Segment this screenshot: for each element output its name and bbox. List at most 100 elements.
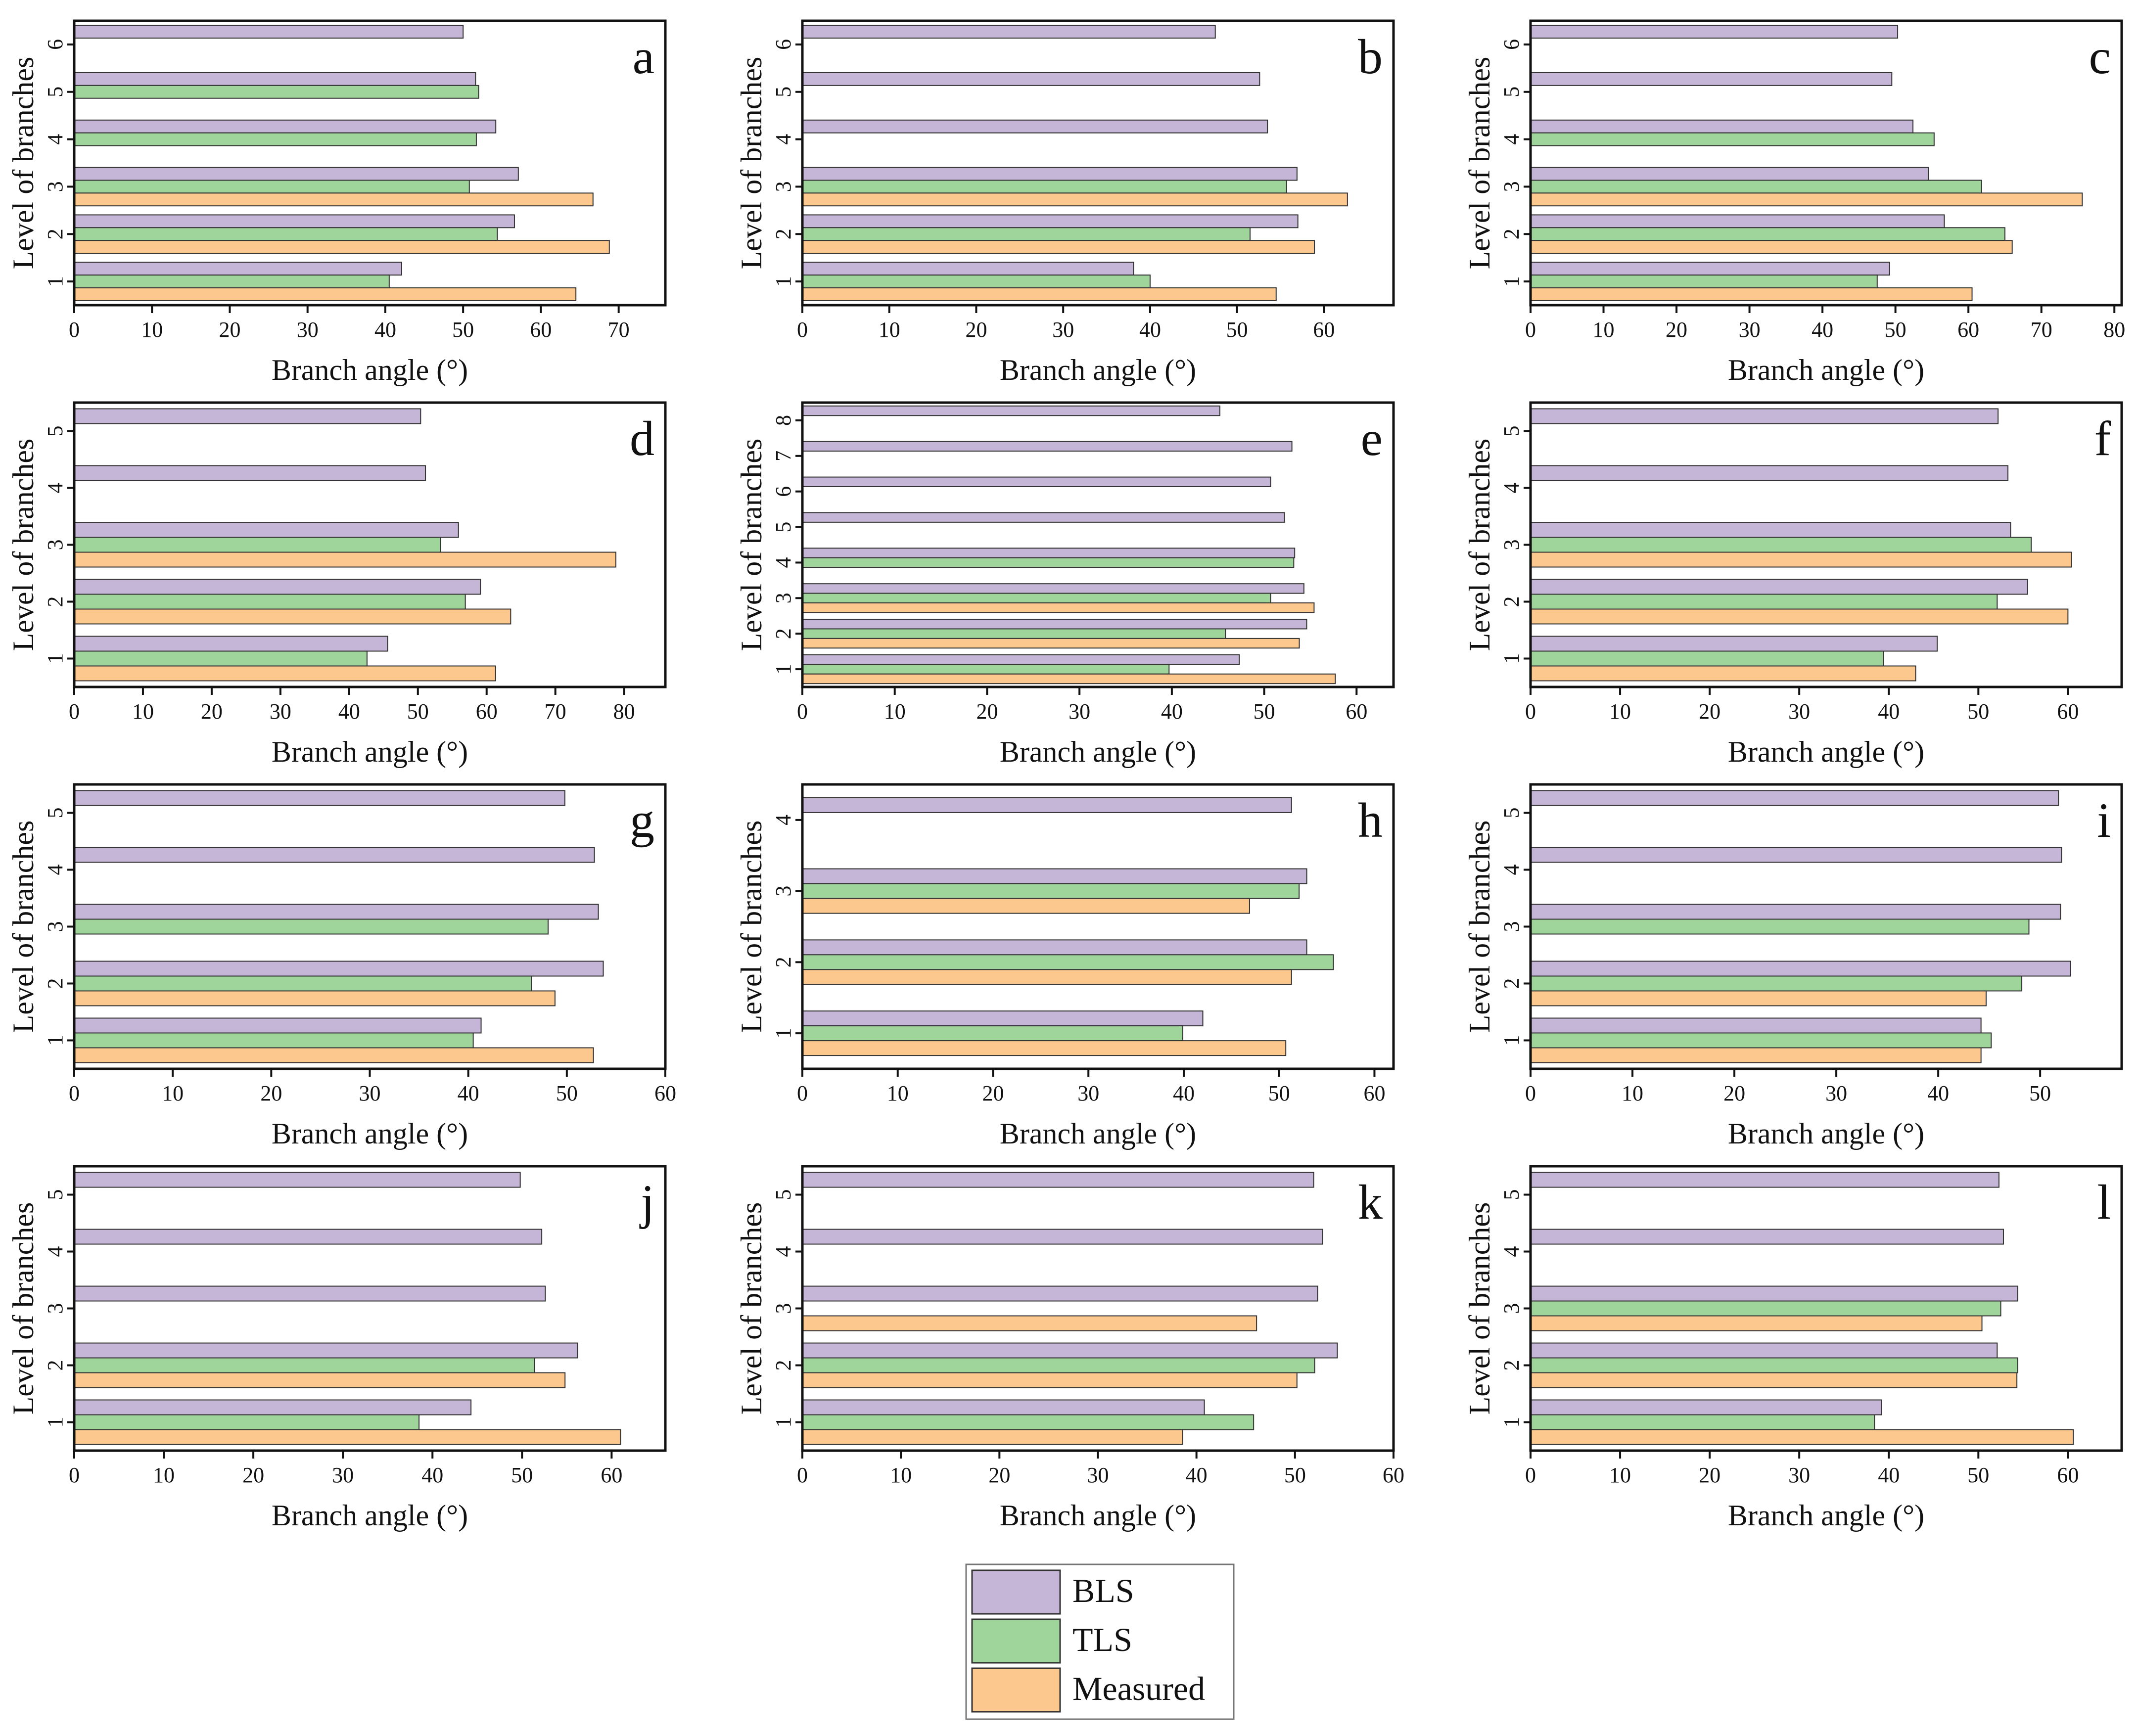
bar-e-measured-level-2 [802,638,1300,649]
y-tick-label: 2 [1499,1360,1524,1371]
bar-b-bls-level-2 [802,214,1299,228]
bar-j-bls-level-2 [74,1342,578,1359]
chart-panel-h: 0 10 20 30 40 50 60 1 2 3 4 Branch angle (°) Level o… [735,783,1395,1150]
x-tick-label: 10 [884,699,906,724]
x-tick-label: 30 [1825,1081,1847,1105]
x-tick-label: 20 [988,1463,1010,1487]
x-tick-label: 50 [1226,318,1248,342]
x-axis-title: Branch angle (°) [1000,1499,1196,1532]
bar-f-bls-level-2 [1530,579,2028,595]
bar-g-bls-level-3 [74,904,599,920]
bar-e-bls-level-4 [802,548,1296,558]
x-tick-label: 30 [1069,699,1090,724]
y-tick-label: 3 [1499,540,1524,550]
legend-label-bls: BLS [1072,1572,1134,1609]
bar-a-bls-level-6 [74,25,464,39]
x-axis-title: Branch angle (°) [1000,1117,1196,1150]
y-tick-label: 2 [1499,978,1524,989]
bar-l-bls-level-4 [1530,1229,2004,1245]
bar-e-bls-level-6 [802,476,1271,487]
bar-d-bls-level-1 [74,636,388,652]
bar-f-measured-level-2 [1530,608,2069,625]
bar-a-measured-level-2 [74,240,610,254]
bar-b-bls-level-3 [802,167,1298,181]
y-tick-label: 5 [771,1189,795,1200]
x-tick-label: 40 [1927,1081,1949,1105]
bar-e-tls-level-4 [802,557,1295,568]
y-tick-label: 1 [43,653,67,664]
x-tick-label: 30 [1788,1463,1810,1487]
x-axis-title: Branch angle (°) [1000,735,1196,768]
chart-panel-l: 0 10 20 30 40 50 60 1 2 3 4 5 Branch angle (°) Level … [1463,1165,2123,1532]
bar-k-measured-level-2 [802,1372,1298,1388]
bar-g-tls-level-3 [74,918,549,935]
bar-j-bls-level-3 [74,1285,546,1302]
plot-frame [1529,19,2123,307]
y-tick-label: 3 [771,593,795,603]
y-axis-title: Level of branches [1463,821,1496,1033]
bar-f-tls-level-3 [1530,537,2032,553]
x-tick-label: 30 [1788,699,1810,724]
bar-c-bls-level-4 [1530,119,1914,134]
bar-k-bls-level-1 [802,1399,1205,1416]
bar-f-bls-level-4 [1530,465,2009,481]
chart-panel-g: 0 10 20 30 40 50 60 1 2 3 4 5 Branch angle (°) Level … [7,783,676,1150]
y-tick-label: 2 [43,978,67,989]
bar-b-measured-level-3 [802,192,1348,207]
y-tick-label: 4 [43,134,67,145]
y-tick-label: 3 [43,1303,67,1314]
x-tick-label: 30 [297,318,319,342]
bar-l-measured-level-3 [1530,1315,1983,1331]
bar-d-tls-level-1 [74,650,368,667]
y-axis-title: Level of branches [7,57,40,270]
bar-h-bls-level-2 [802,939,1307,956]
y-tick-label: 2 [1499,596,1524,607]
y-tick-label: 5 [771,87,795,97]
legend-label-measured: Measured [1072,1670,1205,1707]
bar-f-measured-level-1 [1530,665,1916,682]
legend-label-tls: TLS [1072,1621,1132,1658]
bar-f-tls-level-1 [1530,650,1884,667]
plot-frame [73,19,667,307]
y-tick-label: 5 [43,1189,67,1200]
x-tick-label: 40 [1878,699,1900,724]
bar-e-bls-level-3 [802,583,1304,594]
y-tick-label: 5 [771,522,795,533]
plot-frame [801,401,1395,688]
bar-h-measured-level-3 [802,898,1250,914]
y-axis-title: Level of branches [1463,57,1496,270]
x-tick-label: 10 [1609,699,1631,724]
bar-l-bls-level-5 [1530,1172,1999,1188]
bar-d-tls-level-2 [74,594,466,610]
y-tick-label: 1 [1499,1417,1524,1428]
x-tick-label: 40 [1186,1463,1208,1487]
x-tick-label: 20 [242,1463,264,1487]
x-tick-label: 20 [1699,699,1720,724]
x-tick-label: 70 [545,699,566,724]
bar-a-bls-level-3 [74,167,519,181]
x-tick-label: 30 [1087,1463,1109,1487]
bar-d-bls-level-5 [74,408,421,424]
bar-g-bls-level-4 [74,847,595,863]
bar-j-measured-level-1 [74,1429,621,1445]
x-tick-label: 10 [1622,1081,1643,1105]
bar-b-measured-level-1 [802,287,1277,301]
chart-panel-j: 0 10 20 30 40 50 60 1 2 3 4 5 Branch angle (°) Level … [7,1165,667,1532]
x-tick-label: 50 [1967,699,1989,724]
y-tick-label: 3 [43,921,67,932]
bar-d-bls-level-3 [74,522,459,538]
x-tick-label: 10 [1609,1463,1631,1487]
bar-g-tls-level-1 [74,1032,474,1049]
bar-f-bls-level-1 [1530,636,1938,652]
bar-e-tls-level-1 [802,664,1170,675]
x-tick-label: 40 [338,699,360,724]
x-tick-label: 50 [1967,1463,1989,1487]
x-tick-label: 10 [890,1463,912,1487]
bar-f-tls-level-2 [1530,594,1998,610]
bar-e-tls-level-2 [802,628,1226,639]
y-tick-label: 1 [1499,276,1524,287]
y-tick-label: 1 [771,1028,795,1039]
x-axis-title: Branch angle (°) [1728,1117,1924,1150]
x-tick-label: 60 [1363,1081,1385,1105]
x-tick-label: 50 [511,1463,533,1487]
